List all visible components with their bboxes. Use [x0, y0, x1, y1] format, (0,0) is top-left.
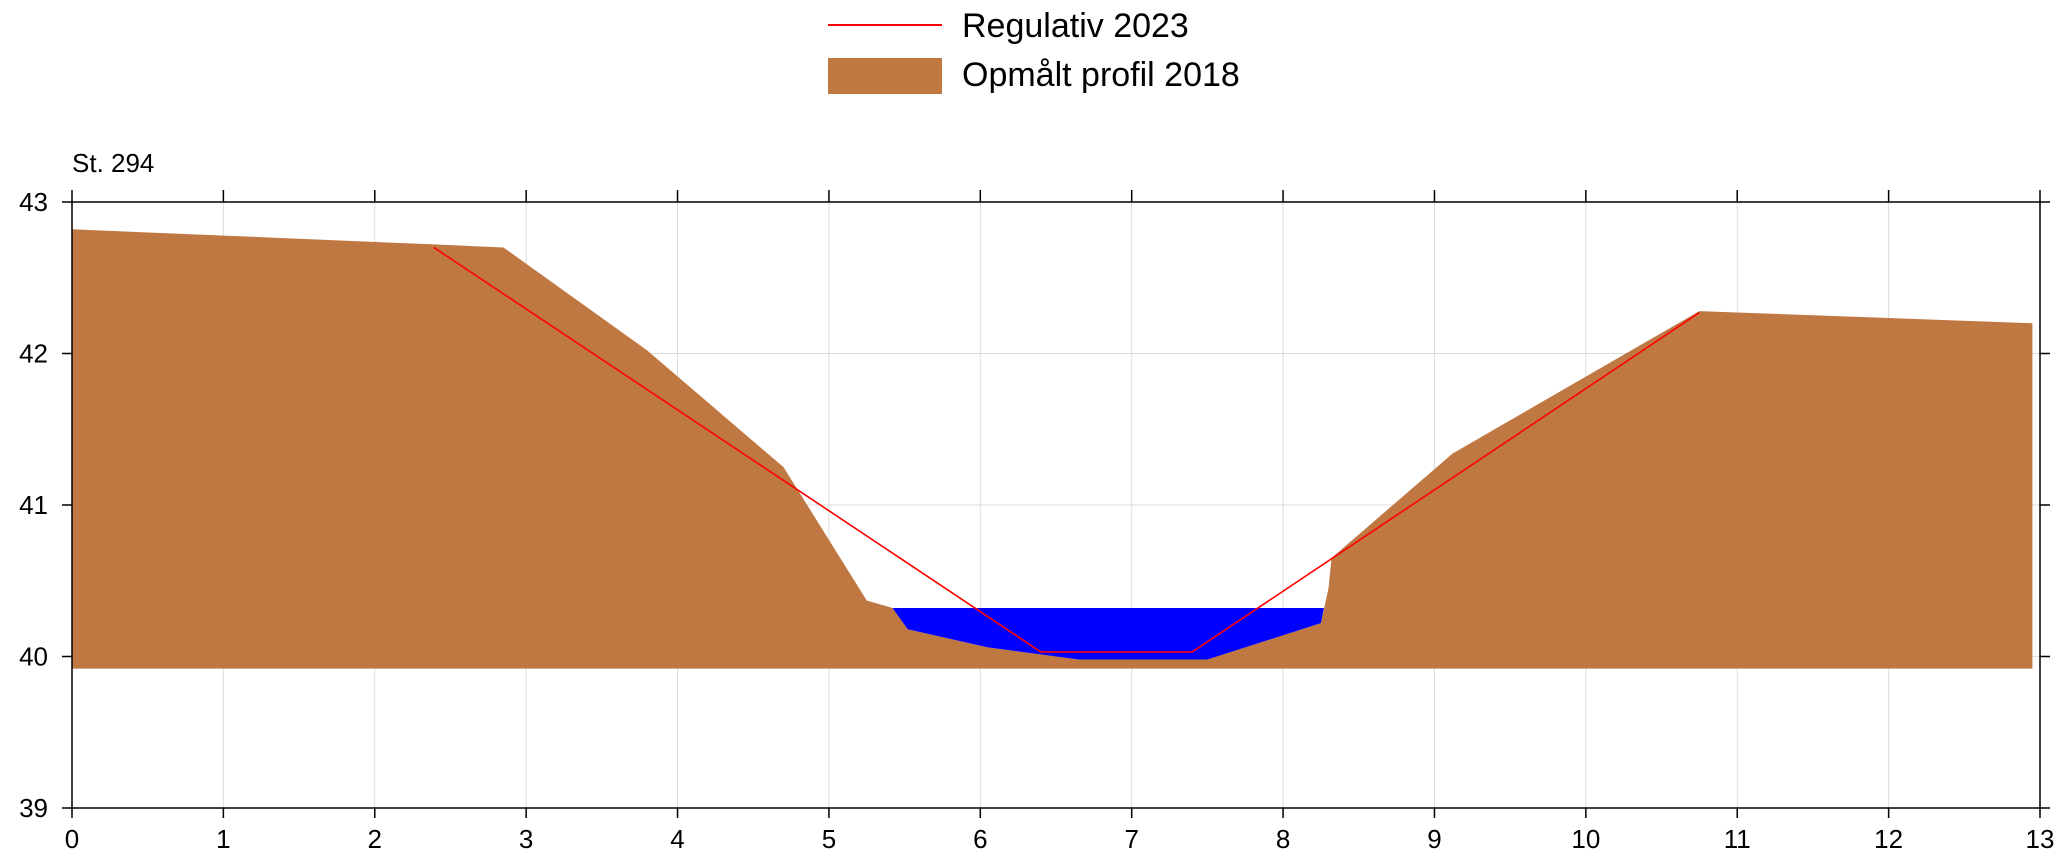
y-tick-label: 42 — [19, 339, 48, 369]
profile-area-layer — [72, 229, 2033, 669]
x-tick-label: 13 — [2026, 824, 2055, 854]
profile-area — [72, 229, 2033, 669]
station-label: St. 294 — [72, 148, 154, 178]
regulativ-line — [433, 246, 1700, 653]
x-tick-label: 11 — [1724, 824, 1751, 854]
legend-label-profil: Opmålt profil 2018 — [962, 56, 1240, 94]
y-tick-label: 40 — [19, 642, 48, 672]
y-tick-label: 43 — [19, 187, 48, 217]
x-tick-label: 12 — [1874, 824, 1903, 854]
legend-label-regulativ: Regulativ 2023 — [962, 7, 1189, 45]
regulativ-line-layer — [433, 246, 1700, 653]
x-tick-label: 3 — [519, 824, 533, 854]
legend-swatch-profil — [828, 58, 942, 94]
water-layer — [892, 608, 1324, 660]
x-tick-label: 9 — [1427, 824, 1441, 854]
y-tick-label: 41 — [19, 490, 48, 520]
legend: Regulativ 2023 Opmålt profil 2018 — [828, 7, 1240, 94]
x-tick-label: 6 — [973, 824, 987, 854]
axes — [62, 190, 2050, 818]
x-tick-label: 4 — [670, 824, 684, 854]
x-tick-label: 1 — [216, 824, 230, 854]
x-tick-label: 0 — [65, 824, 79, 854]
x-tick-label: 5 — [822, 824, 836, 854]
x-tick-label: 10 — [1571, 824, 1600, 854]
x-tick-label: 7 — [1124, 824, 1138, 854]
x-tick-label: 2 — [368, 824, 382, 854]
x-tick-label: 8 — [1276, 824, 1290, 854]
y-tick-label: 39 — [19, 793, 48, 823]
water-area — [892, 608, 1324, 660]
